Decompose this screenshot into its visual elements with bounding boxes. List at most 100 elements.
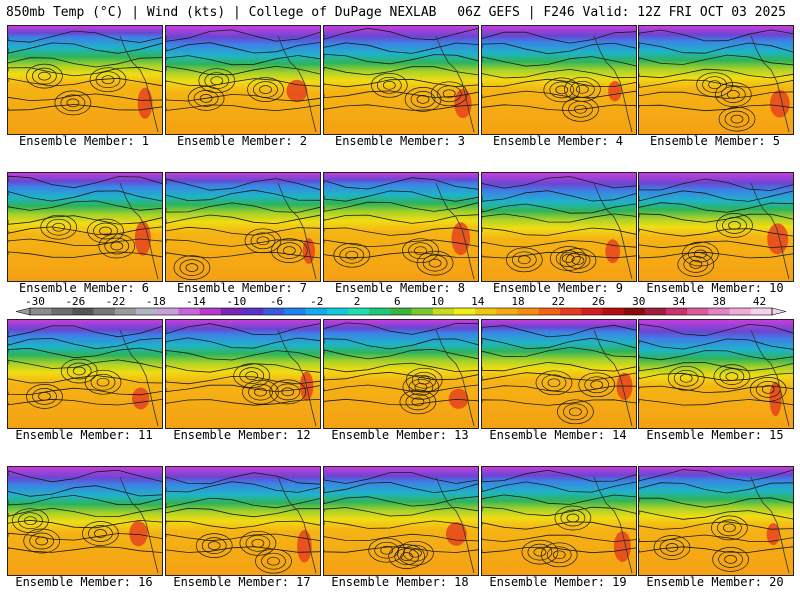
colorbar-segment xyxy=(348,308,370,315)
ensemble-member-label: Ensemble Member: 4 xyxy=(492,134,624,148)
colorbar-segment xyxy=(432,308,455,315)
colorbar-tick-label: -18 xyxy=(146,296,166,308)
ensemble-member-label: Ensemble Member: 9 xyxy=(492,281,624,295)
colorbar-segment xyxy=(242,308,264,315)
ensemble-member-map xyxy=(323,25,479,135)
colorbar-segment xyxy=(538,308,561,315)
colorbar-segment xyxy=(623,308,646,315)
ensemble-member-label: Ensemble Member: 8 xyxy=(334,281,466,295)
ensemble-member-map xyxy=(638,466,794,576)
ensemble-member-label: Ensemble Member: 5 xyxy=(649,134,781,148)
temperature-colorbar: -30 -26 -22 -18 -14 -10 -6 -2 2 6 10 14 18 22 26 30 34 38… xyxy=(0,296,800,320)
colorbar-segment xyxy=(157,308,179,315)
colorbar-segment xyxy=(114,308,137,315)
ensemble-member-label: Ensemble Member: 6 xyxy=(18,281,150,295)
ensemble-member-map xyxy=(323,466,479,576)
colorbar-segment xyxy=(136,308,158,315)
colorbar-tick-label: 38 xyxy=(713,296,726,308)
colorbar-tick-label: -10 xyxy=(226,296,246,308)
ensemble-member-map xyxy=(7,25,163,135)
colorbar-segment xyxy=(369,308,391,315)
header-right-title: 06Z GEFS | F246 Valid: 12Z FRI OCT 03 20… xyxy=(457,5,786,20)
colorbar-tick-label: 2 xyxy=(354,296,361,308)
ensemble-member-map xyxy=(638,319,794,429)
ensemble-member-map xyxy=(481,319,637,429)
colorbar-tick-label: 6 xyxy=(394,296,401,308)
colorbar-segment xyxy=(666,308,688,315)
ensemble-member-label: Ensemble Member: 17 xyxy=(173,575,311,589)
ensemble-member-map xyxy=(323,172,479,282)
colorbar-segment xyxy=(220,308,243,315)
ensemble-member-map xyxy=(638,25,794,135)
colorbar-tick-label: 10 xyxy=(431,296,444,308)
colorbar-tick-label: 22 xyxy=(552,296,565,308)
colorbar-segment xyxy=(644,308,667,315)
ensemble-member-label: Ensemble Member: 19 xyxy=(489,575,627,589)
ensemble-member-map xyxy=(7,172,163,282)
ensemble-member-label: Ensemble Member: 14 xyxy=(489,428,627,442)
colorbar-left-arrow xyxy=(15,307,31,316)
ensemble-member-label: Ensemble Member: 15 xyxy=(646,428,784,442)
ensemble-member-label: Ensemble Member: 20 xyxy=(646,575,784,589)
colorbar-segment xyxy=(708,308,730,315)
ensemble-member-label: Ensemble Member: 10 xyxy=(646,281,784,295)
colorbar-segment xyxy=(51,308,73,315)
colorbar-segment xyxy=(263,308,285,315)
colorbar-segment xyxy=(602,308,624,315)
colorbar-tick-label: -6 xyxy=(270,296,283,308)
ensemble-member-label: Ensemble Member: 16 xyxy=(15,575,153,589)
colorbar-segment xyxy=(687,308,709,315)
colorbar-graphic: -30 -26 -22 -18 -14 -10 -6 -2 2 6 10 14 18 22 26 30 34 38… xyxy=(15,296,787,316)
ensemble-member-map xyxy=(481,25,637,135)
colorbar-segment xyxy=(411,308,434,315)
colorbar-tick-label: -2 xyxy=(310,296,323,308)
colorbar-tick-label: 14 xyxy=(471,296,485,308)
ensemble-member-map xyxy=(323,319,479,429)
colorbar-segment xyxy=(581,308,603,315)
ensemble-member-label: Ensemble Member: 11 xyxy=(15,428,153,442)
ensemble-member-label: Ensemble Member: 3 xyxy=(334,134,466,148)
ensemble-member-label: Ensemble Member: 12 xyxy=(173,428,311,442)
colorbar-segment xyxy=(517,308,540,315)
header-left-title: 850mb Temp (°C) | Wind (kts) | College o… xyxy=(6,5,437,20)
ensemble-member-map xyxy=(481,466,637,576)
colorbar-right-arrow xyxy=(771,307,787,316)
colorbar-tick-label: 34 xyxy=(672,296,686,308)
colorbar-segment xyxy=(750,308,773,315)
colorbar-tick-label: 30 xyxy=(632,296,645,308)
colorbar-segment xyxy=(93,308,116,315)
ensemble-member-map xyxy=(481,172,637,282)
colorbar-tick-label: -26 xyxy=(65,296,85,308)
ensemble-member-label: Ensemble Member: 7 xyxy=(176,281,308,295)
colorbar-segment xyxy=(454,308,476,315)
colorbar-segment xyxy=(30,308,52,315)
ensemble-member-label: Ensemble Member: 18 xyxy=(331,575,469,589)
ensemble-member-label: Ensemble Member: 1 xyxy=(18,134,150,148)
ensemble-member-map xyxy=(165,466,321,576)
colorbar-segment xyxy=(729,308,752,315)
ensemble-member-map xyxy=(165,319,321,429)
colorbar-segment xyxy=(496,308,518,315)
colorbar-segment xyxy=(390,308,412,315)
colorbar-tick-label: 26 xyxy=(592,296,605,308)
colorbar-tick-label: 18 xyxy=(511,296,524,308)
ensemble-member-map xyxy=(165,172,321,282)
ensemble-member-map xyxy=(638,172,794,282)
colorbar-segment xyxy=(560,308,582,315)
colorbar-tick-label: -14 xyxy=(186,296,206,308)
colorbar-tick-label: -30 xyxy=(25,296,45,308)
colorbar-segment xyxy=(72,308,94,315)
ensemble-member-map xyxy=(7,319,163,429)
colorbar-segment xyxy=(199,308,222,315)
ensemble-member-label: Ensemble Member: 2 xyxy=(176,134,308,148)
ensemble-member-map xyxy=(7,466,163,576)
ensemble-member-label: Ensemble Member: 13 xyxy=(331,428,469,442)
colorbar-segment xyxy=(178,308,200,315)
ensemble-member-map xyxy=(165,25,321,135)
colorbar-tick-label: -22 xyxy=(106,296,126,308)
colorbar-segment xyxy=(305,308,328,315)
colorbar-segment xyxy=(284,308,306,315)
colorbar-segment xyxy=(475,308,497,315)
colorbar-tick-label: 42 xyxy=(753,296,766,308)
